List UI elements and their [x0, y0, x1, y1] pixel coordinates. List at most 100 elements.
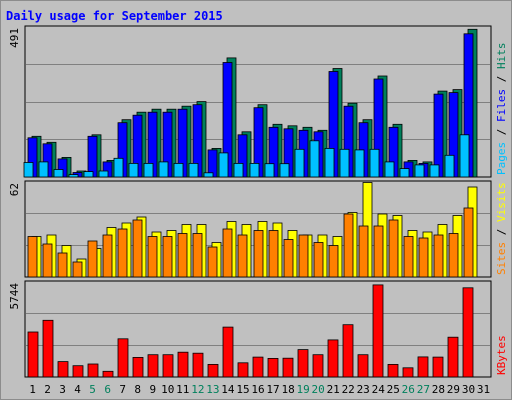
bar-sites-day-9	[147, 236, 158, 278]
bar-pages-day-19	[294, 148, 305, 178]
x-label-day-11: 11	[176, 383, 189, 396]
bar-kbytes-day-7	[117, 338, 129, 378]
bar-kbytes-day-3	[57, 361, 69, 378]
x-label-day-15: 15	[236, 383, 249, 396]
x-label-day-31: 31	[477, 383, 490, 396]
bar-pages-day-1	[23, 162, 34, 178]
bar-sites-day-10	[162, 236, 173, 278]
bar-sites-day-7	[117, 228, 128, 278]
legend-item: /	[495, 69, 508, 89]
legend-sites-visits: Sites / Visits	[495, 182, 508, 275]
x-label-day-23: 23	[357, 383, 370, 396]
bar-sites-day-14	[222, 228, 233, 278]
bar-pages-day-15	[233, 162, 244, 178]
bar-kbytes-day-25	[387, 363, 399, 378]
y-max-label-sites-visits: 62	[8, 183, 21, 196]
y-max-label-kbytes: 5744	[8, 283, 21, 310]
bar-kbytes-day-30	[462, 287, 474, 378]
bar-sites-day-6	[102, 234, 113, 278]
bar-sites-day-28	[433, 234, 444, 278]
bar-pages-day-13	[203, 172, 214, 178]
bar-kbytes-day-24	[372, 284, 384, 378]
legend-item: Hits	[495, 43, 508, 70]
bar-kbytes-day-15	[237, 362, 249, 378]
x-label-day-9: 9	[149, 383, 156, 396]
bar-sites-day-12	[192, 233, 203, 278]
bar-kbytes-day-18	[282, 357, 294, 378]
x-label-day-30: 30	[462, 383, 475, 396]
bar-files-day-5	[87, 135, 98, 178]
x-label-day-13: 13	[206, 383, 219, 396]
x-axis-labels: 1 2 3 4 5 6 7 8 9 10 11 12 13 14 15 16 17 18 19 20 21 22 23 24 2…	[29, 383, 490, 396]
legend-item: Visits	[495, 182, 508, 222]
bar-kbytes-day-8	[132, 356, 144, 378]
legend-pages-files-hits: Pages / Files / Hits	[495, 43, 508, 176]
bar-sites-day-18	[283, 239, 294, 278]
bar-kbytes-day-23	[357, 354, 369, 378]
x-label-day-25: 25	[387, 383, 400, 396]
bar-kbytes-day-19	[297, 349, 309, 378]
x-label-day-24: 24	[372, 383, 386, 396]
chart-title: Daily usage for September 2015	[6, 9, 223, 23]
bar-sites-day-19	[298, 234, 309, 278]
x-label-day-28: 28	[432, 383, 445, 396]
bar-sites-day-8	[132, 219, 143, 278]
x-label-day-4: 4	[74, 383, 81, 396]
bar-pages-day-14	[218, 152, 229, 178]
bar-pages-day-16	[249, 162, 260, 178]
bar-pages-day-4	[68, 174, 79, 178]
bar-kbytes-day-9	[147, 354, 159, 378]
bar-pages-day-8	[128, 162, 139, 178]
bar-kbytes-day-11	[177, 351, 189, 378]
x-label-day-29: 29	[447, 383, 460, 396]
legend-item: Pages	[495, 142, 508, 175]
bar-pages-day-29	[444, 154, 455, 178]
bar-pages-day-30	[459, 134, 470, 178]
y-max-label-pages-files-hits: 491	[8, 28, 21, 48]
bar-kbytes-day-10	[162, 354, 174, 378]
bar-pages-day-21	[324, 147, 335, 178]
panel-frames	[24, 25, 492, 378]
bar-sites-day-11	[177, 233, 188, 278]
panel-kbytes	[24, 280, 492, 378]
bar-sites-day-25	[388, 219, 399, 278]
x-label-day-27: 27	[417, 383, 430, 396]
legend-kbytes: KBytes	[495, 335, 508, 375]
bar-pages-day-24	[369, 148, 380, 178]
x-label-day-10: 10	[161, 383, 174, 396]
x-label-day-12: 12	[191, 383, 204, 396]
bar-pages-day-2	[38, 161, 49, 178]
x-label-day-8: 8	[134, 383, 141, 396]
bar-kbytes-day-27	[417, 356, 429, 378]
x-label-day-14: 14	[221, 383, 235, 396]
bar-pages-day-10	[158, 161, 169, 178]
bar-sites-day-30	[463, 207, 474, 278]
x-label-day-21: 21	[327, 383, 340, 396]
x-label-day-5: 5	[89, 383, 96, 396]
bar-sites-day-15	[237, 234, 248, 278]
bar-sites-day-4	[72, 261, 83, 278]
legend-item: /	[495, 122, 508, 142]
legend-item: Files	[495, 89, 508, 122]
bar-pages-day-6	[98, 170, 109, 178]
bar-kbytes-day-6	[102, 370, 114, 378]
bar-kbytes-day-1	[27, 331, 39, 378]
bar-pages-day-5	[83, 171, 94, 178]
x-label-day-18: 18	[281, 383, 294, 396]
bar-pages-day-3	[53, 169, 64, 178]
bar-pages-day-23	[354, 149, 365, 178]
bar-sites-day-3	[57, 252, 68, 278]
bar-sites-day-23	[358, 225, 369, 278]
bar-kbytes-day-4	[72, 365, 84, 378]
bar-sites-day-2	[42, 243, 53, 278]
bars	[23, 28, 478, 378]
bar-kbytes-day-28	[432, 356, 444, 378]
bar-kbytes-day-22	[342, 324, 354, 378]
bar-pages-day-7	[113, 157, 124, 178]
bar-pages-day-28	[429, 164, 440, 178]
y-max-labels: 491 62 5744	[8, 28, 21, 310]
bar-sites-day-27	[418, 237, 429, 278]
bar-kbytes-day-29	[447, 336, 459, 378]
